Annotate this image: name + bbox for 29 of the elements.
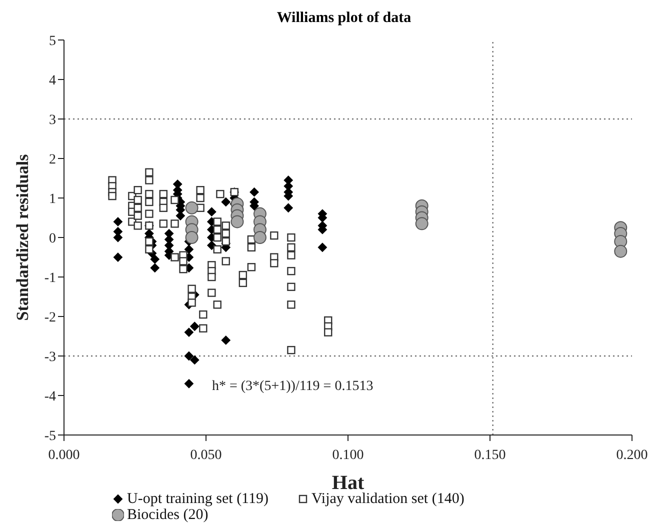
point [415, 217, 428, 230]
y-tick-label: -2 [44, 310, 56, 326]
point [230, 215, 244, 228]
y-tick-label: 3 [49, 112, 56, 128]
x-tick-label: 0.100 [332, 448, 364, 463]
x-tick-label: 0.200 [616, 448, 648, 463]
y-tick-label: -3 [44, 350, 56, 365]
chart-title: Williams plot of data [276, 10, 412, 27]
y-tick-label: -4 [44, 389, 56, 404]
y-tick-label: -5 [44, 428, 56, 444]
y-tick-label: 1 [49, 192, 56, 207]
x-tick-label: 0.000 [48, 448, 80, 463]
y-tick-label: -1 [44, 270, 56, 286]
point [185, 201, 198, 214]
point [185, 231, 198, 244]
x-axis-title: Hat [332, 472, 364, 494]
legend-label: Vijay validation set (140) [310, 491, 464, 507]
point [614, 244, 628, 258]
annotation: h* = (3*(5+1))/119 = 0.1513 [212, 379, 374, 395]
y-tick-label: 5 [49, 34, 56, 49]
legend-label: Biocides (20) [126, 507, 208, 523]
legend-label: U-opt training set (119) [126, 491, 268, 507]
x-tick-label: 0.050 [190, 448, 222, 463]
y-tick-label: 2 [49, 152, 56, 168]
y-tick-label: 4 [49, 73, 56, 88]
x-tick-label: 0.150 [474, 448, 506, 463]
y-axis-title: Standardized residuals [13, 154, 32, 321]
y-tick-label: 0 [49, 231, 56, 246]
point [253, 231, 266, 244]
